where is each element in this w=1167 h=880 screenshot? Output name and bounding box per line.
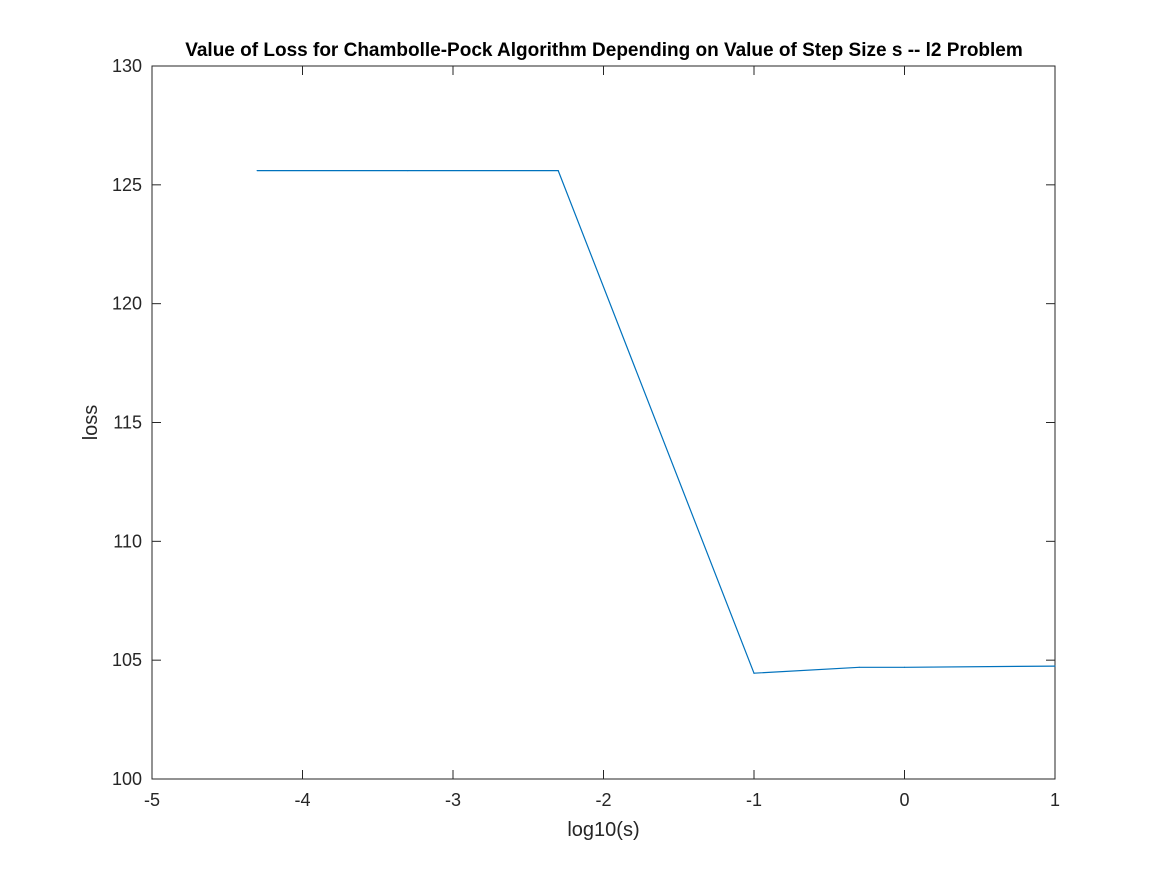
- data-point: [557, 169, 559, 172]
- x-tick-label: 0: [899, 790, 909, 810]
- y-tick-labels: 100 105 110 115 120 125 130: [112, 56, 142, 789]
- data-point: [903, 666, 906, 668]
- x-tick-label: -5: [144, 790, 160, 810]
- x-tick-label: -4: [294, 790, 310, 810]
- data-point: [1054, 665, 1056, 667]
- x-tick-label: -3: [445, 790, 461, 810]
- y-tick-label: 120: [112, 294, 142, 314]
- y-axis-label: loss: [80, 405, 102, 441]
- data-point: [753, 672, 755, 674]
- chart-title: Value of Loss for Chambolle-Pock Algorit…: [185, 40, 1023, 61]
- plot-area: [151, 65, 1056, 780]
- x-tick-label: 1: [1050, 790, 1060, 810]
- y-tick-label: 105: [112, 650, 142, 670]
- data-point: [858, 666, 860, 668]
- y-tick-label: 110: [113, 531, 142, 551]
- series-group: [256, 169, 1056, 674]
- x-axis-label: log10(s): [567, 819, 639, 841]
- x-tick-label: -1: [746, 790, 762, 810]
- axis-ticks: [151, 65, 1056, 780]
- y-tick-label: 130: [112, 56, 142, 76]
- x-tick-labels: -5 -4 -3 -2 -1 0 1: [144, 790, 1060, 810]
- y-tick-label: 125: [112, 175, 142, 195]
- y-tick-label: 115: [113, 413, 142, 433]
- x-tick-label: -2: [595, 790, 611, 810]
- data-point: [256, 169, 258, 172]
- y-tick-label: 100: [112, 769, 142, 789]
- data-point: [407, 169, 409, 172]
